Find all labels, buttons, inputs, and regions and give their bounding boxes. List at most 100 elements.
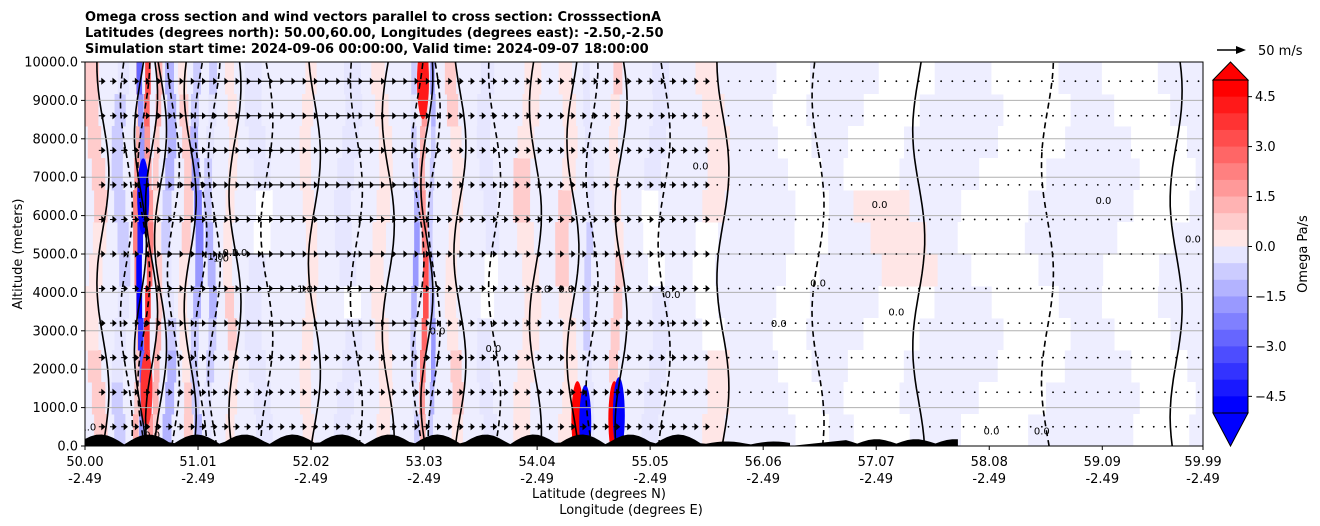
wind-vector-29 [121,181,128,189]
wind-vector-284 [373,112,386,120]
wind-vector-493 [591,112,598,120]
wind-vector-70 [160,284,173,293]
wind-vector-216 [306,181,319,189]
wind-vector-395 [490,77,498,85]
wind-vector-68 [165,354,173,362]
wind-vector-525 [624,146,632,154]
wind-vector-338 [429,146,442,154]
wind-vector-815 [929,391,931,394]
wind-vector-150 [239,181,252,189]
wind-vector-827 [940,356,943,359]
wind-vector-1039 [1152,253,1155,255]
wind-vector-983 [1096,287,1099,290]
wind-vector-512 [613,215,621,224]
wind-vector-925 [1040,391,1043,394]
wind-vector-102 [194,319,207,327]
wind-vector-872 [984,322,987,325]
omega-band-5-seg-5 [156,254,163,287]
wind-vector-126 [216,250,229,258]
wind-vector-608 [716,322,719,325]
wind-vector-613 [716,149,719,152]
wind-vector-279 [373,284,386,293]
omega-band-19-seg-10 [477,94,491,127]
wind-vector-194 [284,181,296,189]
wind-vector-787 [895,218,898,221]
wind-vector-141 [228,112,240,120]
wind-vector-152 [239,112,252,120]
wind-vector-348 [445,181,453,189]
wind-vector-253 [356,423,363,431]
wind-vector-927 [1040,322,1043,325]
wind-vector-604 [703,77,710,85]
omega-band-15-seg-0 [414,414,420,446]
y-tick-label-7: 7000.0 [33,171,79,186]
omega-band-4-seg-5 [146,254,153,287]
wind-vector-519 [624,354,632,362]
wind-vector-207 [295,112,308,120]
wind-vector-963 [1074,218,1077,221]
omega-band-14-seg-5 [370,254,384,287]
wind-vector-121 [221,423,229,431]
wind-vector-782 [895,391,898,394]
omega-band-27-seg-9 [848,126,905,159]
wind-vector-280 [373,250,386,258]
wind-vector-85 [172,146,184,154]
wind-vector-255 [356,354,363,362]
wind-vector-656 [761,183,763,186]
wind-vector-93 [183,250,196,258]
wind-vector-34 [132,388,140,396]
wind-vector-1060 [1175,287,1178,290]
wind-vector-606 [716,391,719,394]
wind-vector-919 [1029,218,1032,221]
wind-vector-622 [727,218,730,221]
wind-vector-324 [418,250,431,258]
wind-vector-128 [216,181,229,189]
wind-vector-311 [407,319,419,327]
omega-band-8-seg-4 [193,286,201,319]
omega-band-19-seg-7 [483,190,498,223]
wind-vector-353 [456,388,464,396]
wind-vector-239 [328,146,341,154]
wind-vector-802 [906,80,909,83]
wind-vector-454 [557,319,565,327]
wind-vector-633 [738,218,741,221]
wind-vector-763 [873,287,875,290]
wind-vector-941 [1052,218,1054,221]
wind-vector-588 [691,250,699,258]
omega-band-15-seg-7 [414,190,420,223]
wind-vector-506 [613,423,621,431]
wind-vector-448 [546,146,554,154]
wind-vector-1080 [1197,356,1200,359]
wind-vector-149 [239,215,252,224]
wind-vector-806 [917,322,920,325]
omega-band-27-seg-1 [843,382,900,415]
wind-vector-959 [1074,356,1077,359]
wind-vector-5 [98,250,106,258]
y-tick-label-8: 8000.0 [33,132,79,147]
wind-vector-1064 [1175,149,1178,152]
omega-band-28-seg-1 [978,382,1046,415]
wind-vector-502 [602,181,610,189]
wind-vector-361 [456,112,464,120]
wind-vector-483 [580,77,587,85]
wind-vector-257 [351,284,363,293]
wind-vector-412 [512,250,520,258]
omega-band-2-seg-1 [134,382,140,415]
x-tick-lon-label-4: -2.49 [520,472,554,487]
wind-vector-632 [738,253,741,255]
wind-vector-747 [850,80,853,83]
omega-band-7-seg-7 [183,190,193,223]
x-tick-lat-label-9: 59.09 [1084,455,1121,470]
wind-vector-461 [557,77,565,85]
wind-vector-90 [188,354,196,362]
wind-vector-1081 [1197,322,1200,325]
chart-title-line-2: Latitudes (degrees north): 50.00,60.00, … [85,26,664,41]
wind-vector-681 [783,80,786,83]
wind-vector-65 [149,77,162,85]
wind-vector-728 [839,356,842,359]
wind-vector-399 [501,319,509,327]
omega-band-10-seg-5 [223,254,233,287]
omega-band-10-seg-10 [227,94,237,127]
omega-band-27-seg-4 [878,286,935,319]
wind-vector-133 [233,388,240,396]
